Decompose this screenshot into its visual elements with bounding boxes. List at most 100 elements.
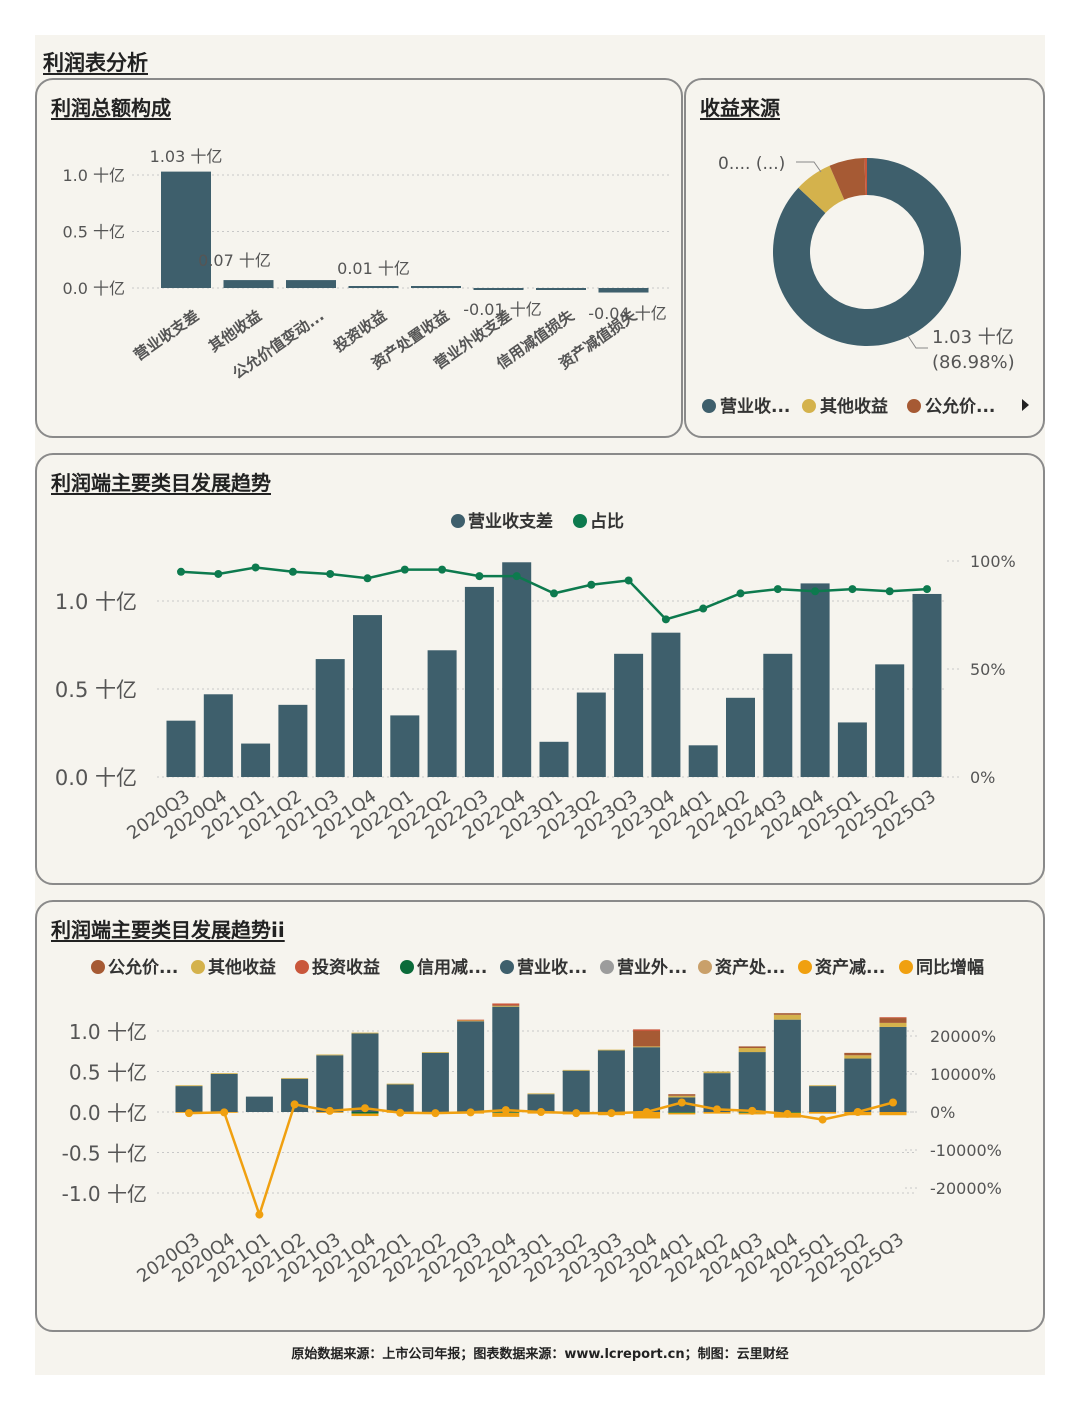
- growth-point: [431, 1109, 440, 1118]
- bar-segment: [492, 1005, 520, 1007]
- composition-title: 利润总额构成: [51, 96, 171, 120]
- bar-segment: [457, 1020, 485, 1022]
- bar-segment: [668, 1094, 696, 1096]
- panel-composition: 利润总额构成 1.0 十亿 0.5 十亿 0.0 十亿 1.03 十亿 营业收支差 0.0…: [35, 78, 683, 438]
- bar-segment: [809, 1085, 837, 1087]
- y-right-tick-label: -10000%: [930, 1141, 1002, 1160]
- y-tick-label: 0.5 十亿: [62, 223, 125, 242]
- pie-slice: [829, 158, 866, 200]
- ratio-point: [400, 565, 409, 574]
- legend-marker: [702, 399, 716, 413]
- growth-point: [572, 1109, 581, 1118]
- growth-point: [220, 1108, 229, 1117]
- bar-segment: [879, 1022, 907, 1027]
- ratio-point: [699, 604, 708, 613]
- y-tick-label: 1.0 十亿: [62, 166, 125, 185]
- legend-label: 营业收支差: [468, 511, 553, 532]
- ratio-point: [251, 563, 260, 572]
- data-label: -0.01 十亿: [463, 300, 542, 319]
- growth-point: [889, 1098, 897, 1107]
- x-tick-label: 营业收支差: [131, 307, 203, 365]
- bar-segment: [316, 1055, 344, 1112]
- pie-annotation: 0.... (...): [718, 154, 785, 174]
- bar: [427, 650, 457, 777]
- ratio-point: [587, 580, 596, 589]
- ratio-point: [512, 572, 521, 581]
- bar: [166, 720, 196, 777]
- growth-point: [185, 1109, 193, 1118]
- legend-label: 营业收...: [720, 396, 790, 417]
- bar-segment: [738, 1052, 766, 1112]
- bar-segment: [175, 1085, 203, 1087]
- ratio-point: [923, 585, 931, 594]
- bar: [464, 586, 494, 777]
- bar-segment: [281, 1077, 309, 1079]
- y-tick-label: 0.5 十亿: [69, 1061, 147, 1085]
- bar: [539, 741, 569, 777]
- bar-segment: [879, 1026, 907, 1112]
- legend-label: 营业收...: [517, 957, 587, 978]
- bar: [353, 615, 382, 777]
- bar-segment: [633, 1046, 661, 1048]
- bar: [473, 288, 524, 290]
- pie-annotation: (86.98%): [932, 352, 1015, 373]
- data-label: -0.04 十亿: [588, 304, 667, 323]
- bar-segment: [316, 1054, 344, 1056]
- y-right-tick-label: 0%: [930, 1103, 955, 1122]
- ratio-point: [848, 585, 857, 594]
- bar: [837, 722, 867, 777]
- ratio-point: [773, 585, 782, 594]
- bar: [241, 743, 271, 777]
- panel-trend1: 利润端主要类目发展趋势 1.0 十亿 0.5 十亿 0.0 十亿 100% 50% 0% 营…: [35, 453, 1045, 885]
- bar-segment: [210, 1073, 238, 1074]
- bar-segment: [844, 1058, 872, 1112]
- bar-segment: [421, 1052, 449, 1112]
- growth-point: [255, 1210, 264, 1219]
- legend-marker: [400, 960, 414, 974]
- bar-segment: [597, 1049, 625, 1051]
- data-label: 0.01 十亿: [337, 259, 410, 278]
- bar: [576, 692, 606, 777]
- page: 利润表分析 利润总额构成 1.0 十亿 0.5 十亿 0.0 十亿 1.03 十亿营业…: [35, 35, 1045, 1375]
- growth-point: [396, 1108, 405, 1117]
- bar-segment: [668, 1112, 696, 1113]
- bar: [390, 715, 420, 777]
- y-tick-label: 0.0 十亿: [55, 766, 137, 790]
- bar-segment: [809, 1086, 837, 1112]
- bar: [726, 697, 755, 777]
- legend-label: 公允价...: [925, 396, 995, 417]
- bar: [348, 286, 399, 288]
- pie-slice: [864, 158, 867, 196]
- bar-segment: [421, 1052, 449, 1053]
- y-right-tick-label: 20000%: [930, 1027, 996, 1046]
- y-tick-label: 1.0 十亿: [55, 590, 137, 614]
- data-label: 0.07 十亿: [198, 251, 271, 270]
- legend-marker: [191, 960, 205, 974]
- growth-point: [748, 1106, 757, 1115]
- bar: [912, 593, 942, 777]
- data-label: 1.03 十亿: [150, 147, 223, 166]
- y-right-tick-label: 0%: [970, 768, 995, 787]
- legend-label: 其他收益: [208, 957, 276, 978]
- ratio-point: [885, 587, 894, 596]
- panel-trend2: 利润端主要类目发展趋势ii 1.0 十亿 0.5 十亿 0.0 十亿 -0.5 十亿 -…: [35, 900, 1045, 1332]
- bar-segment: [879, 1018, 907, 1023]
- bar-segment: [527, 1094, 555, 1112]
- growth-point: [642, 1108, 651, 1116]
- bar-segment: [175, 1086, 203, 1112]
- bar-segment: [386, 1084, 414, 1112]
- bar-segment: [597, 1050, 625, 1112]
- legend-marker: [600, 960, 614, 974]
- growth-point: [325, 1106, 334, 1115]
- bar-segment: [633, 1029, 661, 1031]
- legend-marker: [907, 399, 921, 413]
- bar-segment: [492, 1005, 520, 1006]
- ratio-point: [624, 576, 633, 585]
- bar-segment: [210, 1073, 238, 1112]
- bar-segment: [879, 1112, 907, 1116]
- growth-point: [818, 1115, 827, 1124]
- page-title: 利润表分析: [43, 51, 148, 75]
- footer-source: 原始数据来源：上市公司年报；图表数据来源：www.lcreport.cn；制图：…: [291, 1347, 789, 1362]
- bar-segment: [844, 1052, 872, 1056]
